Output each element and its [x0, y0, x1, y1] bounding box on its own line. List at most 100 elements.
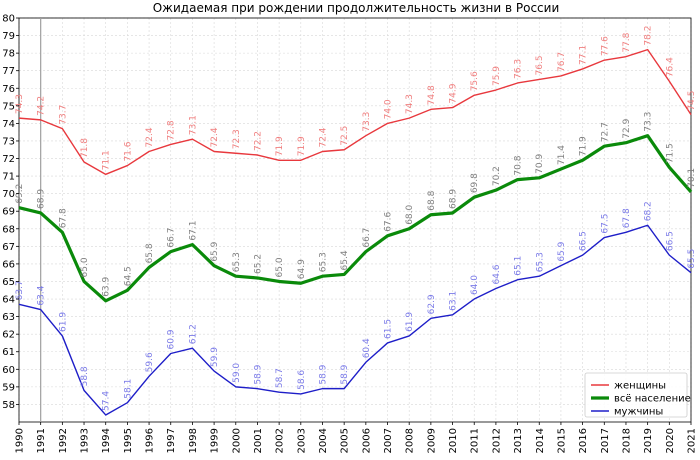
- series-men-data-label: 57.4: [102, 391, 112, 411]
- series-women-data-label: 71.9: [275, 136, 285, 156]
- x-tick-label: 2016: [578, 428, 589, 453]
- y-tick-label: 80: [2, 14, 15, 25]
- y-tick-label: 72: [2, 154, 15, 165]
- series-total-data-label: 72.9: [622, 118, 632, 138]
- x-tick-label: 2019: [643, 428, 654, 453]
- series-women-data-label: 73.3: [362, 112, 372, 132]
- series-women-data-label: 75.9: [492, 66, 502, 86]
- series-total-data-label: 65.9: [210, 241, 220, 261]
- series-men-data-label: 68.2: [644, 201, 654, 221]
- series-total-data-label: 72.7: [600, 122, 610, 142]
- series-total-data-label: 67.1: [188, 221, 198, 241]
- x-tick-label: 2004: [318, 428, 329, 453]
- y-tick-label: 69: [2, 207, 15, 218]
- x-tick-label: 1993: [80, 428, 91, 453]
- x-tick-label: 1998: [188, 428, 199, 453]
- series-men-data-label: 62.9: [427, 294, 437, 314]
- x-tick-label: 1991: [36, 428, 47, 453]
- series-total-data-label: 71.4: [557, 145, 567, 165]
- series-women-data-label: 74.3: [15, 94, 25, 114]
- series-men-data-label: 61.9: [405, 312, 415, 332]
- series-men-data-label: 58.7: [275, 368, 285, 388]
- series-total-data-label: 70.2: [492, 166, 502, 186]
- series-men-data-label: 63.1: [449, 291, 459, 311]
- x-tick-label: 1992: [58, 428, 69, 453]
- y-tick-label: 76: [2, 84, 15, 95]
- chart-title: Ожидаемая при рождении продолжительность…: [153, 1, 560, 15]
- grid: [18, 17, 692, 422]
- y-tick-label: 64: [2, 295, 15, 306]
- y-tick-label: 74: [2, 119, 15, 130]
- series-men-data-label: 59.0: [232, 363, 242, 383]
- x-tick-label: 2021: [687, 428, 698, 453]
- series-women-data-label: 76.3: [514, 59, 524, 79]
- series-women-data-label: 72.5: [340, 126, 350, 146]
- series-women-data-label: 71.1: [102, 150, 112, 170]
- series-total-data-label: 64.5: [123, 266, 133, 286]
- series-men-data-label: 58.9: [340, 364, 350, 384]
- series-total-data-label: 68.0: [405, 204, 415, 224]
- y-tick-label: 58: [2, 400, 15, 411]
- series-men-data-label: 67.8: [622, 208, 632, 228]
- series-women-data-label: 77.8: [622, 32, 632, 52]
- x-tick-label: 2010: [448, 428, 459, 453]
- series-total-data-label: 66.7: [362, 228, 372, 248]
- y-tick-label: 68: [2, 224, 15, 235]
- x-tick-label: 2012: [491, 428, 502, 453]
- plot-area: [18, 17, 692, 423]
- series-women-data-label: 75.6: [470, 71, 480, 91]
- y-tick-label: 78: [2, 49, 15, 60]
- series-women-data-label: 74.5: [687, 91, 697, 111]
- series-total-data-label: 68.8: [427, 190, 437, 210]
- data-labels: 74.3 74.2 73.7 71.8 71.1 71.6 72.4 72.8 73.1 72.4…: [15, 26, 697, 411]
- series-total-data-label: 65.0: [275, 257, 285, 277]
- series-women-data-label: 72.4: [210, 127, 220, 147]
- series-women-line: [18, 48, 692, 176]
- y-tick-label: 66: [2, 259, 15, 270]
- series-men-data-label: 63.4: [37, 285, 47, 305]
- series-women-data-label: 71.6: [123, 141, 133, 161]
- x-tick-label: 2000: [231, 428, 242, 453]
- series-men-data-label: 61.2: [188, 324, 198, 344]
- x-tick-label: 2018: [621, 428, 632, 453]
- y-tick-label: 71: [2, 172, 15, 183]
- series-women-data-label: 77.1: [579, 45, 589, 65]
- series-total-data-label: 70.9: [535, 154, 545, 174]
- series-men-line: [18, 224, 692, 416]
- x-tick-label: 1997: [166, 428, 177, 453]
- series-men-data-label: 58.8: [80, 366, 90, 386]
- series-men-data-label: 66.5: [665, 231, 675, 251]
- series-total-data-label: 63.9: [102, 276, 112, 296]
- y-tick-label: 63: [2, 312, 15, 323]
- series-total-data-label: 66.7: [167, 228, 177, 248]
- series-total-data-label: 65.2: [253, 254, 263, 274]
- x-tick-label: 2001: [253, 428, 264, 453]
- y-tick-label: 59: [2, 382, 15, 393]
- series-men-data-label: 66.5: [579, 231, 589, 251]
- y-tick-label: 77: [2, 66, 15, 77]
- series-women-data-label: 74.9: [449, 83, 459, 103]
- series-men-data-label: 63.7: [15, 280, 25, 300]
- series-men-data-label: 59.9: [210, 347, 220, 367]
- series-total-data-label: 70.1: [687, 168, 697, 188]
- series-total-data-label: 67.6: [384, 211, 394, 231]
- y-tick-label: 70: [2, 189, 15, 200]
- series-men-data-label: 65.3: [535, 252, 545, 272]
- series-total-line: [18, 134, 693, 303]
- x-tick-label: 1999: [210, 428, 221, 453]
- series-men-data-label: 60.4: [362, 338, 372, 358]
- series-women-data-label: 73.7: [58, 105, 68, 125]
- series-women-data-label: 76.4: [665, 57, 675, 77]
- x-tick-label: 1996: [145, 428, 156, 453]
- series-women-data-label: 72.8: [167, 120, 177, 140]
- legend: женщины всё население мужчины: [584, 372, 691, 418]
- series-total-data-label: 69.2: [15, 184, 25, 204]
- x-tick-label: 2020: [665, 428, 676, 453]
- series-total-data-label: 71.9: [579, 136, 589, 156]
- y-tick-label: 61: [2, 347, 15, 358]
- series-women-data-label: 76.5: [535, 55, 545, 75]
- x-tick-label: 1994: [101, 428, 112, 453]
- x-tick-label: 2007: [383, 428, 394, 453]
- series-total-data-label: 71.5: [665, 143, 675, 163]
- series-men-data-label: 58.9: [253, 364, 263, 384]
